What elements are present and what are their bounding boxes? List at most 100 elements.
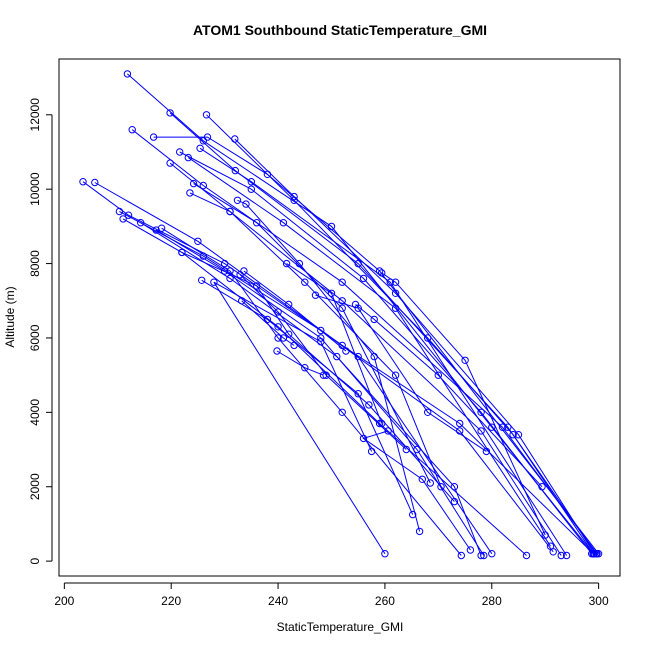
data-point xyxy=(450,497,459,506)
data-point xyxy=(317,334,325,342)
data-point xyxy=(522,551,531,560)
data-point xyxy=(290,196,298,205)
data-point xyxy=(424,334,432,342)
data-point xyxy=(541,531,549,539)
profile-line xyxy=(276,350,324,376)
y-tick-label: 2000 xyxy=(28,473,42,500)
data-point xyxy=(231,135,239,143)
y-tick-label: 4000 xyxy=(28,399,42,426)
data-point xyxy=(391,289,400,297)
data-point xyxy=(194,237,202,246)
data-point xyxy=(279,219,288,227)
data-point xyxy=(263,315,272,324)
profile-line xyxy=(193,183,431,484)
profile-line xyxy=(140,222,482,556)
data-point xyxy=(178,248,186,257)
y-tick-label: 10000 xyxy=(28,172,42,206)
data-point xyxy=(482,447,491,456)
x-tick-label: 280 xyxy=(482,594,502,608)
data-point xyxy=(378,269,386,277)
data-point xyxy=(115,207,124,216)
profile-line xyxy=(153,136,599,555)
data-point xyxy=(354,259,362,268)
profile-line xyxy=(381,272,546,536)
data-point xyxy=(285,330,293,338)
data-point xyxy=(238,297,246,305)
profile-line xyxy=(189,192,442,487)
data-point xyxy=(319,371,328,379)
profile-line xyxy=(362,430,471,551)
data-point xyxy=(290,192,298,201)
data-point xyxy=(226,267,234,275)
data-point xyxy=(338,304,346,312)
data-point xyxy=(375,419,384,428)
data-point xyxy=(247,185,256,193)
data-point xyxy=(378,419,386,428)
data-point xyxy=(370,315,378,324)
data-point xyxy=(504,423,512,431)
data-point xyxy=(457,551,465,560)
x-tick-label: 300 xyxy=(589,594,609,608)
data-point xyxy=(589,550,597,558)
x-tick-label: 200 xyxy=(54,594,74,608)
data-point xyxy=(342,347,350,355)
data-point xyxy=(338,297,346,305)
data-point xyxy=(79,178,87,186)
data-point xyxy=(477,551,485,560)
data-point xyxy=(426,479,434,487)
profile-line xyxy=(239,274,407,450)
data-point xyxy=(338,408,346,416)
data-point xyxy=(413,445,421,454)
data-point xyxy=(253,282,261,290)
data-point xyxy=(279,334,288,342)
data-point xyxy=(514,431,523,439)
data-point xyxy=(557,551,565,560)
data-point xyxy=(317,326,325,335)
data-point xyxy=(477,427,485,435)
data-point xyxy=(354,390,362,398)
data-point xyxy=(391,278,400,286)
data-point xyxy=(456,419,464,428)
data-point xyxy=(166,109,174,117)
data-point xyxy=(274,334,282,342)
data-point xyxy=(391,371,400,379)
y-tick-label: 6000 xyxy=(28,324,42,351)
data-point xyxy=(119,215,127,223)
data-point xyxy=(290,341,298,350)
data-point xyxy=(220,267,229,275)
data-point xyxy=(128,126,136,134)
data-point xyxy=(367,447,376,456)
data-point xyxy=(338,278,346,286)
data-point xyxy=(498,423,507,431)
data-point xyxy=(384,427,392,435)
data-point xyxy=(274,308,282,316)
data-point xyxy=(203,133,212,141)
data-point xyxy=(456,427,464,435)
profile-line xyxy=(237,199,421,532)
data-point xyxy=(231,166,240,175)
profile-line xyxy=(188,157,551,547)
data-point xyxy=(253,219,261,227)
data-point xyxy=(461,356,469,364)
y-axis-label: Altitude (m) xyxy=(3,286,17,347)
data-point xyxy=(196,144,204,153)
data-point xyxy=(236,271,244,279)
data-point xyxy=(365,401,373,409)
data-point xyxy=(391,304,400,312)
data-point xyxy=(317,338,325,346)
data-point xyxy=(137,219,145,227)
data-point xyxy=(240,267,248,275)
data-point xyxy=(166,159,174,167)
y-axis: 0 2000 4000 6000 8000 10000 12000 xyxy=(28,98,53,564)
y-tick-label: 8000 xyxy=(28,250,42,277)
data-point xyxy=(477,408,485,416)
data-point xyxy=(247,178,256,186)
profile-line xyxy=(122,218,527,556)
x-tick-label: 240 xyxy=(268,594,288,608)
profile-line xyxy=(161,227,462,556)
y-tick-label: 0 xyxy=(28,557,42,564)
data-point xyxy=(488,550,496,558)
profile-line xyxy=(355,304,543,488)
data-point xyxy=(434,371,442,379)
data-point xyxy=(359,434,368,443)
